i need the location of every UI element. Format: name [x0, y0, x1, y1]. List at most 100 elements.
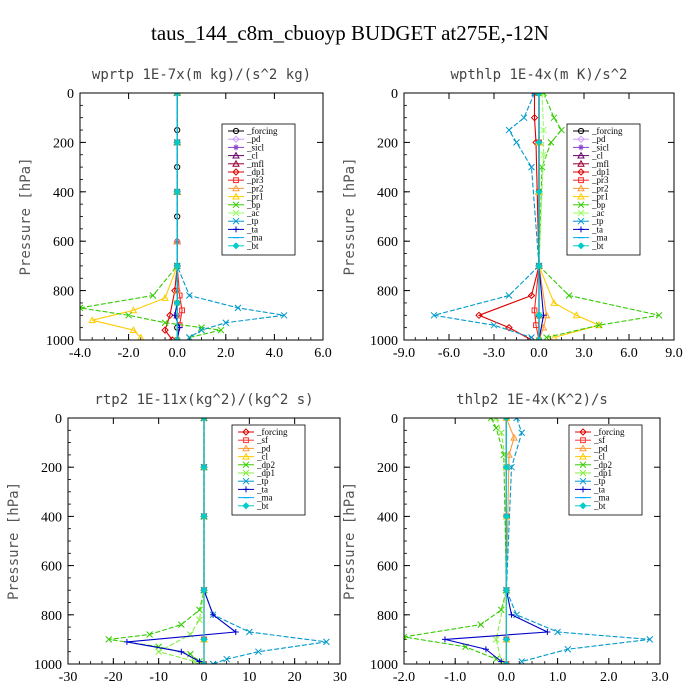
legend-entry: _cl	[591, 151, 603, 161]
y-tick-label: 1000	[370, 334, 398, 349]
data-point	[161, 293, 169, 301]
legend-entry: _pd	[256, 443, 271, 453]
data-point	[502, 512, 510, 520]
data-point	[558, 126, 565, 134]
legend-swatch-marker	[579, 469, 587, 477]
data-point	[508, 463, 515, 471]
data-point	[200, 418, 208, 422]
data-point	[497, 429, 505, 437]
legend-swatch-marker	[232, 151, 240, 159]
data-point	[530, 113, 539, 122]
x-tick-label: 0.0	[530, 346, 548, 361]
data-point	[492, 418, 500, 422]
y-tick-label: 0	[391, 412, 398, 427]
y-tick-label: 200	[377, 136, 398, 151]
y-tick-label: 400	[377, 510, 398, 525]
figure-title: taus_144_c8m_cbuoyp BUDGET at275E,-12N	[151, 21, 549, 45]
legend-swatch-marker	[577, 192, 585, 200]
legend: _forcing_sf_pd_cl_dp2_dp1_tp_ta_ma_bt	[568, 424, 643, 516]
x-tick-label: -30	[59, 670, 78, 685]
data-point	[210, 611, 217, 618]
data-point	[245, 628, 253, 636]
data-point	[487, 418, 495, 422]
data-point	[173, 262, 181, 270]
data-point	[123, 638, 130, 645]
legend: _forcing_pd_sicl_cl_mfl_dp1_pr3_pr2_pr1_…	[221, 123, 296, 256]
legend-entry: _forcing	[256, 427, 288, 437]
y-tick-label: 0	[55, 412, 62, 427]
x-tick-label: 10	[242, 670, 256, 685]
x-tick-label: 4.0	[266, 346, 284, 361]
data-point	[535, 311, 543, 319]
legend-entry: _tp	[593, 476, 606, 486]
legend-swatch-marker	[243, 437, 249, 444]
legend-entry: _forcing	[591, 126, 623, 136]
legend-entry: _bt	[593, 501, 606, 511]
x-tick-label: -2.0	[393, 670, 415, 685]
legend-swatch-marker	[242, 452, 250, 460]
data-point	[535, 138, 543, 146]
x-tick-label: 6.0	[620, 346, 638, 361]
legend-swatch-marker	[242, 502, 250, 510]
data-point	[535, 93, 543, 97]
legend-swatch-marker	[579, 461, 587, 469]
legend-swatch-marker	[577, 151, 585, 159]
x-tick-label: 0	[201, 670, 208, 685]
legend-swatch-marker	[578, 177, 584, 184]
series-line	[495, 418, 507, 662]
legend-entry: _bt	[591, 241, 604, 251]
legend-swatch-marker	[232, 201, 240, 209]
series-group	[105, 418, 330, 664]
x-tick-label: -6.0	[438, 346, 460, 361]
x-tick-label: -10	[149, 670, 168, 685]
legend-entry: _bt	[246, 241, 259, 251]
data-point	[502, 463, 510, 471]
data-point	[146, 631, 153, 638]
x-tick-label: -9.0	[393, 346, 415, 361]
data-point	[173, 188, 181, 196]
y-tick-label: 400	[41, 510, 62, 525]
legend-entry: _sicl	[591, 142, 609, 152]
data-point	[500, 451, 508, 459]
x-tick-label: -20	[104, 670, 123, 685]
data-point	[544, 629, 551, 636]
legend-entry: _pd	[591, 134, 606, 144]
legend-swatch-marker	[232, 192, 240, 200]
legend-swatch-marker	[232, 168, 240, 176]
data-point	[232, 629, 239, 636]
data-point	[535, 336, 543, 340]
data-point	[520, 114, 528, 122]
legend-swatch-marker	[232, 184, 240, 192]
x-tick-label: 2.0	[600, 670, 618, 685]
data-point	[502, 635, 510, 643]
data-point	[572, 311, 581, 319]
legend-swatch-marker	[577, 127, 585, 135]
legend-entry: _dp1	[591, 167, 610, 177]
panel-title: thlp2 1E-4x(K^2)/s	[456, 392, 608, 408]
data-point	[540, 126, 547, 134]
legend-entry: _pr3	[591, 175, 609, 185]
data-point	[535, 188, 543, 196]
data-point	[513, 139, 520, 146]
chart-panel-1: wprtp 1E-7x(m kg)/(s^2 kg) -4.0 -2.0 0.0 2.0…	[18, 67, 332, 361]
legend-entry: _dp1	[256, 468, 275, 478]
data-point	[179, 307, 185, 314]
data-point	[173, 138, 181, 146]
legend-swatch-marker	[579, 452, 587, 460]
legend-entry: _cl	[593, 452, 605, 462]
x-tick-label: 0.0	[498, 670, 516, 685]
data-point	[490, 321, 498, 329]
legend-swatch-marker	[233, 144, 239, 151]
legend-entry: _forcing	[246, 126, 278, 136]
data-point	[492, 424, 500, 432]
legend-entry: _ac	[246, 208, 260, 218]
data-point	[646, 636, 654, 643]
series-line	[505, 418, 650, 663]
data-point	[80, 304, 84, 312]
legend-swatch-marker	[232, 159, 240, 167]
x-tick-label: -2.0	[118, 346, 140, 361]
x-tick-label: 3.0	[651, 670, 669, 685]
legend-swatch-marker	[232, 127, 240, 135]
data-point	[475, 311, 483, 320]
legend-swatch-marker	[233, 226, 239, 233]
